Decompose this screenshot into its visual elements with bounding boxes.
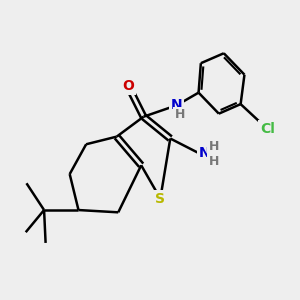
Text: N: N [199, 146, 210, 160]
Text: H: H [209, 140, 219, 153]
Text: H: H [209, 155, 219, 168]
Text: N: N [171, 98, 183, 112]
Text: Cl: Cl [260, 122, 275, 136]
Text: O: O [122, 79, 134, 93]
Text: H: H [175, 108, 185, 121]
Text: S: S [155, 192, 165, 206]
